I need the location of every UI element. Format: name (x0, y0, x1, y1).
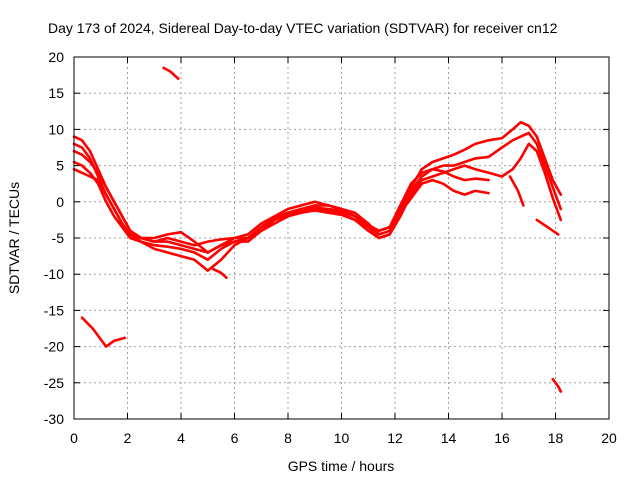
x-tick-label: 0 (70, 430, 78, 446)
series-segment-b (162, 66, 180, 80)
series-trace-1 (72, 120, 563, 247)
y-tick-label: -5 (52, 230, 65, 246)
y-tick-label: -30 (44, 411, 64, 427)
data-series (72, 66, 563, 393)
x-tick-label: 6 (231, 430, 239, 446)
y-tick-label: 20 (48, 49, 64, 65)
x-tick-label: 14 (441, 430, 457, 446)
x-axis-label: GPS time / hours (288, 458, 395, 474)
y-tick-label: -15 (44, 302, 64, 318)
series-trace-5 (72, 149, 490, 254)
y-tick-label: 0 (56, 194, 64, 210)
y-tick-label: -25 (44, 375, 64, 391)
x-tick-label: 16 (494, 430, 510, 446)
x-tick-label: 2 (124, 430, 132, 446)
x-tick-label: 10 (334, 430, 350, 446)
x-tick-label: 8 (284, 430, 292, 446)
y-tick-label: -20 (44, 339, 64, 355)
y-tick-label: 15 (48, 85, 64, 101)
y-tick-label: -10 (44, 266, 64, 282)
series-segment-c (211, 267, 228, 280)
chart-title: Day 173 of 2024, Sidereal Day-to-day VTE… (48, 20, 558, 36)
x-tick-label: 12 (387, 430, 403, 446)
series-trace-3 (72, 142, 563, 272)
y-tick-label: 10 (48, 121, 64, 137)
series-segment-d (508, 175, 525, 207)
series-segment-a (80, 316, 127, 348)
y-tick-label: 5 (56, 158, 64, 174)
series-segment-e (535, 218, 560, 236)
grid (74, 57, 609, 419)
series-trace-4 (72, 167, 490, 254)
plot-frame (73, 56, 610, 420)
x-tick-label: 20 (601, 430, 617, 446)
axis-ticks: 0 2 4 6 8 10 12 14 16 18 20 20 15 10 5 0 -5 -10 -15 -20 -25 -… (44, 49, 617, 446)
x-tick-label: 4 (177, 430, 185, 446)
x-tick-label: 18 (548, 430, 564, 446)
series-segment-f (551, 377, 563, 393)
y-axis-label: SDTVAR / TECUs (6, 182, 22, 294)
